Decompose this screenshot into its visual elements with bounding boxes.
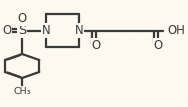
Text: S: S <box>18 24 26 37</box>
Text: O: O <box>17 12 27 25</box>
Text: CH₃: CH₃ <box>13 87 31 96</box>
Text: N: N <box>42 24 51 37</box>
Text: O: O <box>154 39 163 52</box>
Text: OH: OH <box>168 24 186 37</box>
Text: O: O <box>2 24 11 37</box>
Text: O: O <box>92 39 101 52</box>
Text: N: N <box>75 24 83 37</box>
